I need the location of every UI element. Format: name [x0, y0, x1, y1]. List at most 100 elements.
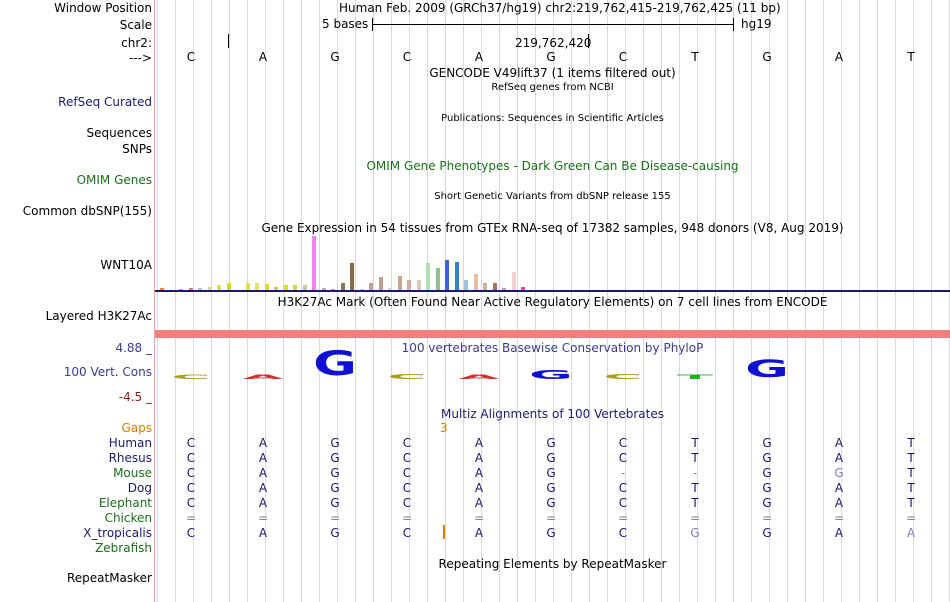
gtex-gene-line	[155, 290, 950, 292]
gtex-tissue-bar[interactable]	[321, 288, 326, 291]
alignment-base: A	[834, 451, 844, 465]
species-label[interactable]: Human	[108, 436, 152, 450]
gtex-tissue-bar[interactable]	[283, 285, 288, 291]
gtex-bar-chart[interactable]	[160, 236, 950, 291]
window-position-label[interactable]: Window Position	[54, 1, 152, 15]
gaps-value: 3	[440, 421, 448, 435]
species-label[interactable]: Rhesus	[108, 451, 152, 465]
h3k27ac-track-label[interactable]: Layered H3K27Ac	[45, 309, 152, 323]
gtex-tissue-bar[interactable]	[245, 283, 250, 291]
alignment-base: T	[907, 481, 915, 495]
gtex-tissue-bar[interactable]	[502, 288, 506, 291]
sequence-base: C	[618, 50, 628, 64]
publications-track-title: Publications: Sequences in Scientific Ar…	[441, 113, 664, 124]
alignment-base: G	[546, 496, 556, 510]
alignment-base: G	[546, 526, 556, 540]
ruler-coordinate: 219,762,420	[515, 36, 592, 50]
snps-track-label[interactable]: SNPs	[122, 142, 152, 156]
alignment-base: G	[330, 526, 340, 540]
alignment-base: T	[691, 451, 699, 465]
gtex-tissue-bar[interactable]	[207, 287, 212, 291]
gtex-tissue-bar[interactable]	[397, 276, 402, 291]
species-label[interactable]: Elephant	[98, 496, 152, 510]
gtex-tissue-bar[interactable]	[312, 236, 316, 291]
sequences-track-label[interactable]: Sequences	[86, 126, 152, 140]
gtex-tissue-bar[interactable]	[511, 272, 516, 291]
alignment-base: G	[762, 451, 772, 465]
gtex-tissue-bar[interactable]	[445, 260, 449, 291]
gtex-tissue-bar[interactable]	[388, 288, 392, 291]
conservation-logo-letter: C	[387, 373, 427, 381]
sequence-base: T	[691, 50, 699, 64]
alignment-base: A	[474, 466, 484, 480]
gtex-tissue-bar[interactable]	[264, 284, 269, 291]
gtex-tissue-bar[interactable]	[255, 283, 259, 291]
h3k27ac-track-title: H3K27Ac Mark (Often Found Near Active Re…	[277, 295, 828, 309]
gaps-label[interactable]: Gaps	[121, 421, 152, 435]
dbsnp-track-label[interactable]: Common dbSNP(155)	[22, 204, 152, 218]
alignment-base: A	[258, 451, 268, 465]
gtex-tissue-bar[interactable]	[426, 263, 430, 291]
alignment-base: G	[546, 451, 556, 465]
gtex-tissue-bar[interactable]	[198, 288, 202, 291]
gtex-track-label[interactable]: WNT10A	[100, 258, 152, 272]
gtex-track-title: Gene Expression in 54 tissues from GTEx …	[261, 221, 844, 235]
sequence-base: C	[186, 50, 196, 64]
scale-bar-left-tick	[372, 18, 373, 31]
alignment-base: G	[546, 481, 556, 495]
conservation-logo-letter: C	[603, 373, 643, 381]
chr-label[interactable]: chr2:	[121, 36, 152, 50]
sequence-base: A	[474, 50, 484, 64]
alignment-base: C	[402, 526, 412, 540]
omim-track-title: OMIM Gene Phenotypes - Dark Green Can Be…	[366, 159, 739, 173]
gtex-tissue-bar[interactable]	[492, 283, 497, 291]
alignment-base: C	[402, 496, 412, 510]
scale-label[interactable]: Scale	[119, 18, 152, 32]
gtex-tissue-bar[interactable]	[293, 285, 297, 291]
omim-track-label[interactable]: OMIM Genes	[76, 173, 152, 187]
conservation-logo-letter: A	[458, 374, 500, 381]
gtex-tissue-bar[interactable]	[274, 287, 278, 291]
gtex-tissue-bar[interactable]	[473, 274, 478, 291]
gtex-tissue-bar[interactable]	[340, 283, 345, 291]
gtex-tissue-bar[interactable]	[416, 280, 421, 291]
alignment-base: =	[257, 511, 269, 525]
conservation-logo-letter: C	[171, 374, 211, 381]
alignment-base: T	[907, 436, 915, 450]
gtex-tissue-bar[interactable]	[369, 283, 373, 291]
gtex-tissue-bar[interactable]	[464, 280, 468, 291]
species-label[interactable]: Zebrafish	[95, 541, 152, 555]
gtex-tissue-bar[interactable]	[483, 283, 487, 291]
assembly-position-text: Human Feb. 2009 (GRCh37/hg19) chr2:219,7…	[339, 1, 781, 15]
alignment-base: C	[618, 526, 628, 540]
ruler-tick-left	[228, 34, 229, 48]
gtex-tissue-bar[interactable]	[521, 287, 525, 291]
gtex-tissue-bar[interactable]	[378, 277, 383, 291]
scale-bases-text: 5 bases	[322, 17, 369, 31]
gtex-tissue-bar[interactable]	[454, 262, 459, 291]
strand-label[interactable]: --->	[128, 51, 152, 65]
alignment-base: C	[186, 451, 196, 465]
species-label[interactable]: Chicken	[104, 511, 152, 525]
conservation-logo-letter: A	[242, 374, 284, 381]
species-label[interactable]: Dog	[127, 481, 152, 495]
species-label[interactable]: Mouse	[113, 466, 152, 480]
gtex-tissue-bar[interactable]	[435, 268, 440, 291]
gtex-tissue-bar[interactable]	[188, 288, 193, 291]
repeatmasker-track-label[interactable]: RepeatMasker	[66, 571, 152, 585]
conservation-track-title: 100 vertebrates Basewise Conservation by…	[401, 341, 704, 355]
gtex-tissue-bar[interactable]	[350, 263, 354, 291]
gtex-tissue-bar[interactable]	[160, 288, 164, 291]
alignment-base: -	[620, 466, 626, 480]
gtex-tissue-bar[interactable]	[407, 280, 411, 291]
refseq-track-label[interactable]: RefSeq Curated	[58, 95, 152, 109]
alignment-base: G	[762, 436, 772, 450]
alignment-base: C	[618, 481, 628, 495]
alignment-base: C	[618, 496, 628, 510]
sequence-base: A	[834, 50, 844, 64]
gtex-tissue-bar[interactable]	[217, 285, 221, 291]
conservation-track-label[interactable]: 100 Vert. Cons	[63, 365, 152, 379]
gtex-tissue-bar[interactable]	[226, 283, 231, 291]
gtex-tissue-bar[interactable]	[302, 285, 307, 291]
species-label[interactable]: X_tropicalis	[83, 526, 152, 540]
